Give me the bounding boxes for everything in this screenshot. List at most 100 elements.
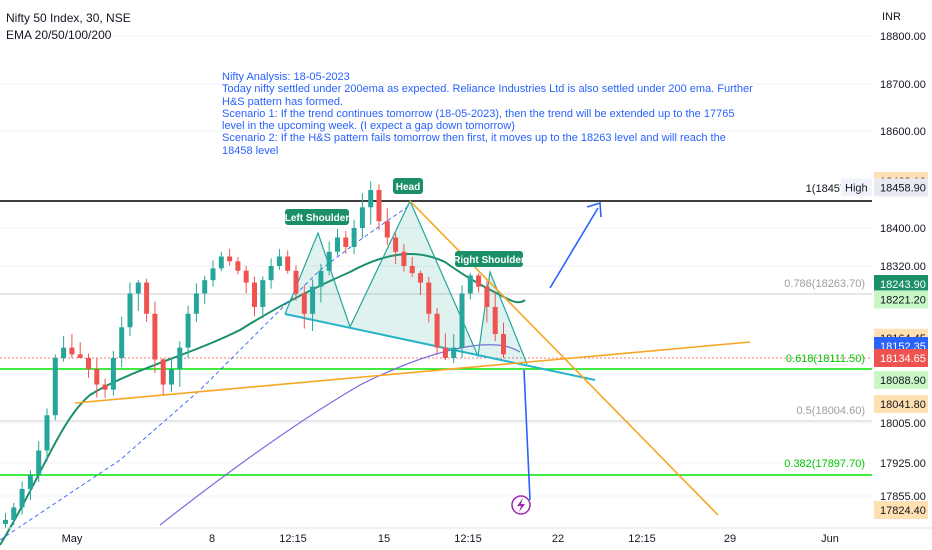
price-tick-label: 18800.00: [880, 31, 926, 43]
note-line: H&S pattern has formed.: [222, 95, 344, 108]
candle-body: [301, 293, 307, 314]
candle-body: [144, 282, 150, 314]
candle-body: [459, 293, 465, 348]
candle-body: [52, 358, 58, 416]
candle-body: [276, 256, 282, 266]
candle-body: [318, 270, 324, 287]
note-line: Scenario 2: If the H&S pattern fails tom…: [222, 132, 726, 145]
candle-body: [94, 369, 100, 385]
high-tag-label: High: [845, 182, 868, 194]
candle-body: [44, 415, 50, 451]
price-tick-label: 17855.00: [880, 491, 926, 503]
fib-label-0618: 0.618(18111.50): [786, 353, 865, 365]
time-tick-label: May: [62, 533, 83, 545]
price-badge-label: 18088.90: [880, 375, 926, 387]
upside-arrow-head: [586, 201, 602, 218]
candle-body: [467, 275, 473, 294]
candle-body: [227, 256, 233, 262]
candle-body: [492, 306, 498, 335]
candle-body: [202, 280, 208, 294]
price-badge-label: 18134.65: [880, 353, 926, 365]
candle-body: [409, 266, 415, 274]
candle-body: [451, 347, 457, 358]
candle-body: [102, 384, 108, 390]
candle-body: [343, 237, 349, 247]
fib-label-05: 0.5(18004.60): [797, 405, 866, 417]
time-tick-label: 29: [724, 533, 736, 545]
right-shoulder-label-bg: [455, 251, 523, 267]
indicator-legend[interactable]: EMA 20/50/100/200: [6, 28, 112, 42]
candle-body: [351, 228, 357, 247]
candle-body: [434, 313, 440, 348]
pattern-labels: Head Left Shoulder Right Shoulder: [285, 178, 525, 267]
right-shoulder-label: Right Shoulder: [453, 255, 525, 266]
fib-label-0382: 0.382(17897.70): [784, 458, 865, 470]
candle-body: [235, 261, 241, 271]
price-badge-label: 18221.20: [880, 294, 926, 306]
candle-body: [27, 474, 33, 489]
candle-body: [393, 237, 399, 252]
note-line: Nifty Analysis: 18-05-2023: [222, 71, 350, 83]
candle-body: [218, 256, 224, 269]
price-tick-label: 18700.00: [880, 79, 926, 91]
candle-body: [310, 286, 316, 314]
candle-body: [36, 450, 42, 475]
high-tag: [841, 178, 872, 197]
left-shoulder-label: Left Shoulder: [285, 213, 350, 224]
candle-body: [69, 347, 75, 355]
time-axis[interactable]: May 8 12:15 15 12:15 22 12:15 29 Jun: [0, 527, 932, 545]
candle-body: [19, 488, 25, 508]
note-line: 18458 level: [222, 144, 279, 157]
downside-arrow: [523, 369, 531, 501]
note-line: Scenario 1: If the trend continues tomor…: [222, 107, 735, 120]
price-badge: [874, 178, 928, 197]
candle-body: [77, 354, 83, 358]
price-badge: [874, 275, 928, 293]
candle-body: [401, 251, 407, 266]
symbol-legend[interactable]: Nifty 50 Index, 30, NSE: [6, 11, 131, 25]
lightning-icon[interactable]: [511, 495, 531, 515]
candle-body: [368, 190, 374, 208]
time-tick-label: 8: [209, 533, 215, 545]
time-tick-label: 22: [552, 533, 564, 545]
candle-body: [11, 507, 17, 520]
left-shoulder-label-bg: [285, 209, 349, 225]
ema-200-line: [159, 344, 521, 526]
candle-body: [442, 347, 448, 358]
price-badge-label: 17824.40: [880, 505, 926, 517]
analysis-note[interactable]: Nifty Analysis: 18-05-2023 Today nifty s…: [222, 71, 782, 157]
candle-body: [252, 282, 257, 307]
dashed-trend-line: [0, 204, 411, 541]
time-tick-label: 12:15: [628, 533, 656, 545]
price-badge: [874, 349, 928, 367]
time-tick-label: 12:15: [279, 533, 307, 545]
candle-body: [152, 313, 158, 360]
grid: [0, 35, 872, 497]
price-tick-label: 18400.00: [880, 223, 926, 235]
candle-body: [418, 273, 423, 283]
candle-body: [127, 293, 133, 328]
candle-body: [260, 280, 266, 307]
candle-body: [185, 313, 191, 348]
candle-body: [326, 251, 332, 271]
head-label-bg: [393, 178, 423, 194]
price-badge: [874, 395, 928, 413]
ema-lines: [0, 204, 526, 546]
price-badge: [874, 371, 928, 389]
candle-body: [169, 369, 174, 385]
candle-body: [384, 221, 390, 238]
time-tick-label: 15: [378, 533, 390, 545]
candle-body: [476, 275, 482, 287]
candle-body: [268, 266, 274, 281]
candle-body: [193, 293, 199, 314]
price-badge: [874, 501, 928, 519]
time-tick-label: Jun: [821, 533, 839, 545]
support-trendline: [74, 341, 751, 404]
price-tick-label: 18005.00: [880, 418, 926, 430]
candle-body: [210, 268, 216, 281]
candle-body: [61, 347, 67, 358]
note-line: Today nifty settled under 200ema as expe…: [222, 83, 753, 96]
price-axis[interactable]: INR 18800.00 18700.00 18600.00 18400.00 1832…: [841, 0, 932, 528]
upside-arrow: [549, 207, 599, 289]
